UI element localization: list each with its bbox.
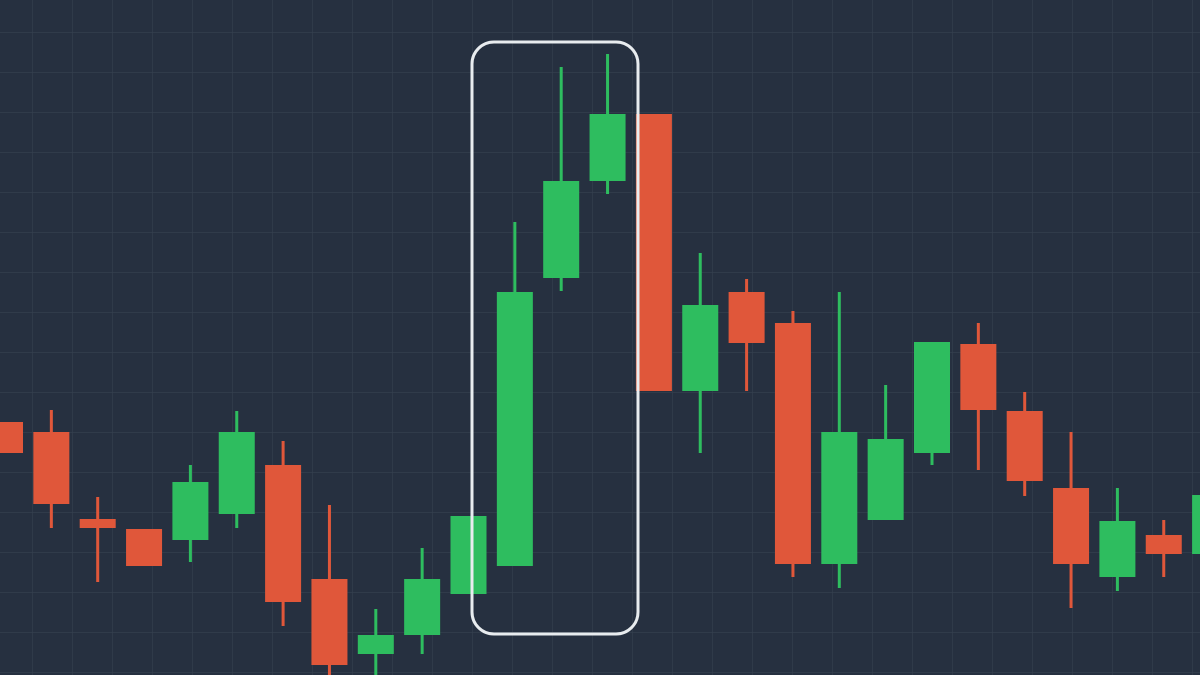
candle-body [496,292,533,566]
candles [0,54,1200,675]
candle-body [0,422,23,453]
candle-body [311,579,348,665]
candle-body [1099,521,1136,577]
candle-body [728,292,765,343]
candle-body [543,181,580,278]
candle-body [1053,488,1090,564]
candle-body [914,342,950,453]
candle-body [867,439,904,520]
candle-body [821,432,858,564]
candle-body [635,114,672,391]
candle-body [1192,495,1200,554]
candle-body [265,465,302,602]
candle-body [589,114,626,181]
candle-body [172,482,209,540]
candle-body [774,323,811,564]
candle-body [960,344,997,410]
candle-body [126,529,163,566]
candle-body [1006,411,1043,481]
candle-body [1145,535,1182,554]
candle-body [33,432,70,504]
candle-body [404,579,441,635]
candle-body [357,635,394,654]
candle-body [79,519,116,528]
candle-body [682,305,719,391]
candle-body [218,432,255,514]
candle-body [450,516,487,594]
highlight-box [470,40,640,636]
